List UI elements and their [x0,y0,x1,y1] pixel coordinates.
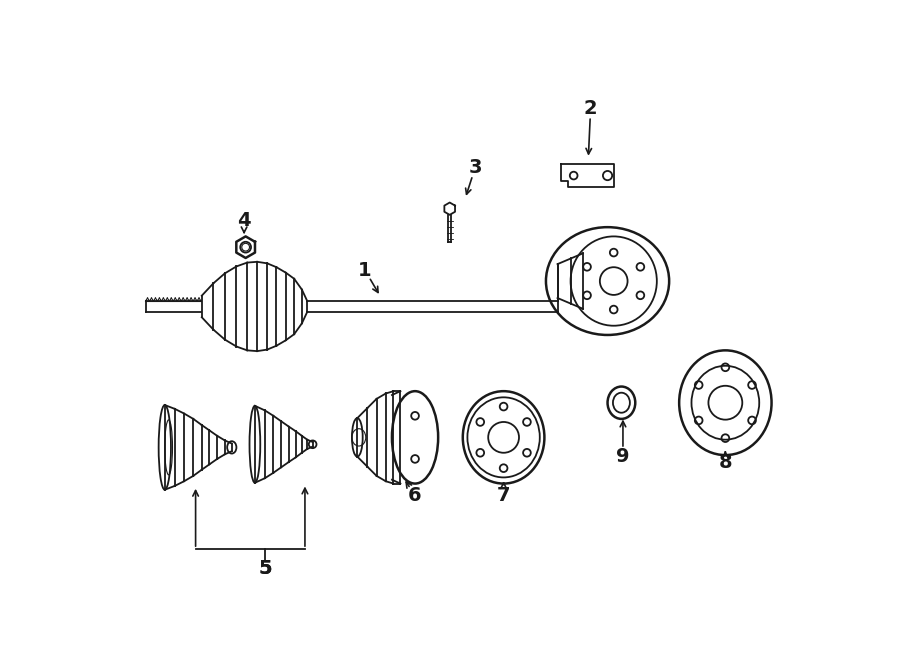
Text: 7: 7 [497,486,510,504]
Text: 6: 6 [409,486,422,504]
Text: 8: 8 [718,453,733,472]
Text: 5: 5 [258,559,272,578]
Text: 2: 2 [584,99,598,118]
Text: 3: 3 [468,159,482,177]
Text: 5: 5 [258,559,272,578]
Text: 4: 4 [238,211,251,230]
Text: 1: 1 [358,261,372,280]
Text: 9: 9 [616,447,630,466]
